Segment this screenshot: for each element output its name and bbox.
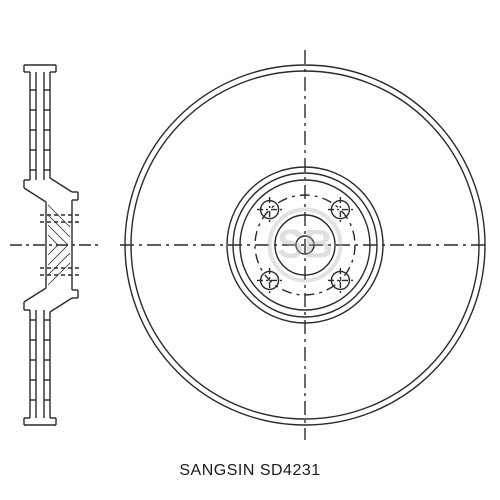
part-number-label: SD4231: [260, 462, 321, 479]
product-caption: SANGSIN SD4231: [179, 462, 320, 480]
technical-drawing: SB SANGSIN SD4231: [0, 0, 500, 500]
brand-watermark: SB: [268, 208, 343, 283]
side-cross-section-view: [10, 50, 100, 440]
watermark-text: SB: [277, 223, 333, 268]
brand-label: SANGSIN: [179, 462, 255, 479]
front-face-view: SB: [120, 50, 490, 440]
